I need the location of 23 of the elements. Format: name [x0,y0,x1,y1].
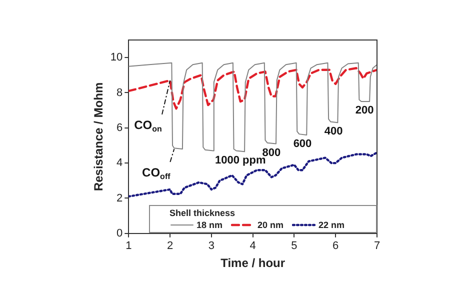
y-tick-label: 4 [116,157,123,170]
y-tick-label: 0 [116,227,123,240]
x-tick-label: 7 [374,240,380,252]
x-tick-label: 3 [208,240,214,252]
y-tick-label: 10 [110,52,123,64]
x-tick-label: 1 [126,240,132,252]
x-tick-label: 2 [166,240,174,252]
annotation: 800 [262,146,281,159]
annotation: 200 [355,104,374,117]
x-tick-label: 6 [332,240,339,252]
x-axis-title: Time / hour [220,256,286,270]
y-tick-label: 8 [116,86,123,99]
y-axis-title: Resistance / Mohm [92,82,106,192]
x-tick-label: 4 [250,240,256,252]
legend-title: Shell thickness [170,208,236,219]
annotation: 400 [324,126,343,138]
y-tick-label: 6 [116,122,123,134]
annotation: 600 [293,138,312,150]
legend-label: 18 nm [196,220,223,231]
y-tick-label: 2 [116,192,123,204]
legend-label: 22 nm [318,220,345,231]
legend-label: 20 nm [258,220,284,231]
x-tick-label: 5 [291,240,298,252]
